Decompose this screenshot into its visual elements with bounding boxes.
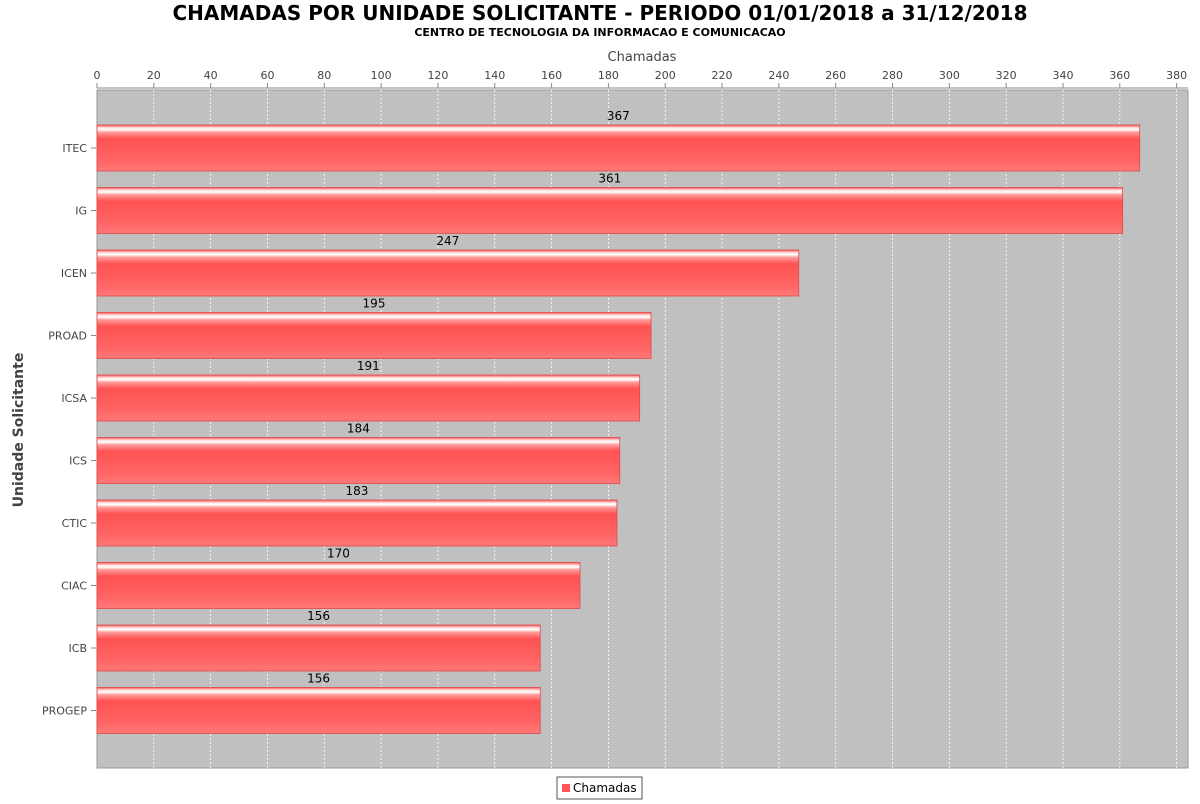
bar	[96, 249, 800, 297]
bar	[96, 312, 652, 359]
bar-value-label: 184	[347, 422, 370, 436]
bar-value-label: 156	[307, 672, 330, 686]
legend-swatch	[562, 784, 570, 792]
category-label: ICS	[69, 455, 87, 468]
bar	[96, 437, 621, 484]
category-label: IG	[75, 205, 87, 218]
chart-title: CHAMADAS POR UNIDADE SOLICITANTE - PERIO…	[172, 1, 1027, 25]
bar-value-label: 170	[327, 547, 350, 561]
legend-box	[556, 776, 643, 800]
x-tick-label: 200	[655, 69, 676, 82]
x-tick-label: 240	[768, 69, 789, 82]
x-tick-label: 20	[147, 69, 161, 82]
x-tick-label: 160	[541, 69, 562, 82]
x-tick-label: 380	[1166, 69, 1187, 82]
x-axis-label: Chamadas	[608, 50, 677, 65]
bar	[96, 187, 1124, 234]
bar	[96, 624, 541, 672]
category-label: CIAC	[61, 580, 87, 593]
bar-value-label: 195	[363, 297, 386, 311]
legend: Chamadas	[556, 776, 643, 800]
bar	[96, 124, 1141, 172]
bar	[96, 562, 581, 609]
category-label: ITEC	[62, 142, 87, 155]
category-labels: ITEC IG ICEN PROAD ICSA ICS CTIC CIAC ICB PROGEP	[42, 142, 96, 718]
legend-label: Chamadas	[573, 781, 637, 795]
x-tick-label: 100	[371, 69, 392, 82]
bar	[96, 499, 618, 547]
category-label: ICB	[69, 642, 87, 655]
x-tick-label: 300	[939, 69, 960, 82]
x-tick-label: 180	[598, 69, 619, 82]
bars: 367 361 247 195 191 184 183 170 156 156	[96, 109, 1141, 734]
x-tick-label: 140	[484, 69, 505, 82]
x-tick-label: 60	[260, 69, 274, 82]
x-tick-label: 220	[712, 69, 733, 82]
category-label: PROAD	[48, 330, 87, 343]
category-label: ICSA	[61, 392, 87, 405]
x-tick-label: 80	[317, 69, 331, 82]
bar	[96, 687, 541, 734]
x-tick-label: 340	[1052, 69, 1073, 82]
chart-subtitle: CENTRO DE TECNOLOGIA DA INFORMACAO E COM…	[414, 26, 785, 39]
x-axis-ticks: 0 20 40 60 80 100 120 140 160 180 200 220 240 260 280 3…	[94, 69, 1188, 89]
x-tick-label: 280	[882, 69, 903, 82]
x-tick-label: 40	[204, 69, 218, 82]
bar	[96, 374, 641, 422]
bar-value-label: 156	[307, 609, 330, 623]
x-tick-label: 320	[996, 69, 1017, 82]
bar-value-label: 183	[346, 484, 369, 498]
category-label: ICEN	[61, 267, 87, 280]
x-tick-label: 0	[94, 69, 101, 82]
category-label: CTIC	[62, 517, 88, 530]
x-tick-label: 120	[427, 69, 448, 82]
y-axis-label: Unidade Solicitante	[11, 353, 27, 508]
bar-value-label: 247	[436, 234, 459, 248]
bar-value-label: 191	[357, 359, 380, 373]
x-tick-label: 360	[1109, 69, 1130, 82]
bar-value-label: 367	[607, 109, 630, 123]
x-tick-label: 260	[825, 69, 846, 82]
bar-value-label: 361	[598, 172, 621, 186]
category-label: PROGEP	[42, 705, 87, 718]
